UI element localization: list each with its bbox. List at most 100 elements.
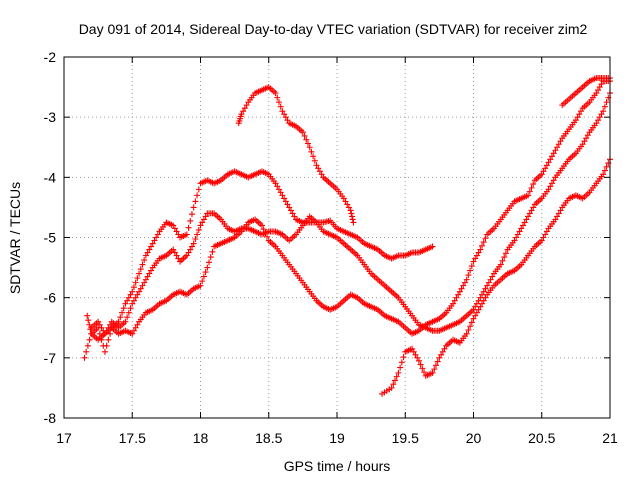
data-point xyxy=(170,222,177,229)
data-point xyxy=(202,269,209,276)
data-point xyxy=(596,84,603,91)
data-point xyxy=(199,278,206,285)
data-point xyxy=(195,186,202,193)
data-point xyxy=(188,211,195,218)
data-point xyxy=(550,150,557,157)
data-point xyxy=(129,330,136,337)
data-point xyxy=(136,288,143,295)
data-point xyxy=(468,263,475,270)
data-point xyxy=(526,210,533,217)
data-point xyxy=(528,207,535,214)
data-point xyxy=(260,226,267,233)
data-point xyxy=(419,365,426,372)
data-point xyxy=(439,348,446,355)
data-point xyxy=(463,330,470,337)
x-tick-label: 17 xyxy=(56,430,72,446)
series-track-e xyxy=(379,156,613,397)
data-point xyxy=(477,303,484,310)
data-point xyxy=(581,138,588,145)
data-point xyxy=(543,228,550,235)
data-point xyxy=(472,312,479,319)
data-point xyxy=(122,300,129,307)
data-point xyxy=(436,354,443,361)
data-point xyxy=(103,342,110,349)
data-point xyxy=(151,237,158,244)
data-point xyxy=(555,210,562,217)
data-point xyxy=(552,147,559,154)
data-point xyxy=(450,300,457,307)
data-point xyxy=(555,141,562,148)
data-point xyxy=(132,279,139,286)
data-point xyxy=(148,267,155,274)
data-point xyxy=(412,351,419,358)
data-point xyxy=(136,270,143,277)
data-point xyxy=(132,324,139,331)
data-point xyxy=(472,255,479,262)
data-point xyxy=(438,351,445,358)
data-point xyxy=(598,81,605,88)
data-point xyxy=(460,282,467,289)
data-point xyxy=(410,348,417,355)
data-point xyxy=(482,235,489,242)
data-point xyxy=(125,294,132,301)
x-tick-label: 20.5 xyxy=(528,430,555,446)
data-point xyxy=(552,216,559,223)
data-point xyxy=(240,108,247,115)
data-point xyxy=(603,163,610,170)
data-point xyxy=(139,261,146,268)
data-point xyxy=(272,180,279,187)
data-point xyxy=(81,354,88,361)
data-point xyxy=(465,272,472,279)
data-point xyxy=(595,87,602,94)
data-point xyxy=(395,369,402,376)
data-point xyxy=(441,345,448,352)
y-tick-label: -8 xyxy=(44,410,57,426)
data-point xyxy=(414,354,421,361)
data-point xyxy=(277,103,284,110)
data-point xyxy=(146,270,153,277)
data-point xyxy=(393,373,400,380)
data-point xyxy=(473,300,480,307)
data-point xyxy=(134,291,141,298)
data-point xyxy=(115,318,122,325)
data-point xyxy=(137,266,144,273)
data-point xyxy=(275,99,282,106)
data-point xyxy=(409,345,416,352)
data-point xyxy=(584,132,591,139)
data-point xyxy=(173,228,180,235)
data-point xyxy=(275,186,282,193)
data-point xyxy=(429,369,436,376)
data-point xyxy=(125,309,132,316)
data-point xyxy=(197,222,204,229)
data-point xyxy=(477,246,484,253)
data-point xyxy=(348,210,355,217)
y-tick-label: -6 xyxy=(44,290,57,306)
data-point xyxy=(313,162,320,169)
data-point xyxy=(200,273,207,280)
data-point xyxy=(204,264,211,271)
data-point xyxy=(465,327,472,334)
data-point xyxy=(475,306,482,313)
data-point xyxy=(144,273,151,280)
data-point xyxy=(554,144,561,151)
data-point xyxy=(467,323,474,330)
series-track-d xyxy=(235,84,357,226)
data-point xyxy=(284,117,291,124)
data-point xyxy=(577,108,584,115)
data-point xyxy=(400,354,407,361)
data-point xyxy=(101,348,108,355)
data-point xyxy=(484,282,491,289)
data-point xyxy=(282,198,289,205)
data-points xyxy=(81,75,613,397)
data-point xyxy=(185,224,192,231)
data-point xyxy=(516,228,523,235)
data-point xyxy=(482,285,489,292)
data-point xyxy=(148,243,155,250)
data-point xyxy=(291,213,298,220)
y-tick-label: -3 xyxy=(44,109,57,125)
data-point xyxy=(601,167,608,174)
data-point xyxy=(122,318,129,325)
data-point xyxy=(86,321,93,328)
y-tick-label: -7 xyxy=(44,350,57,366)
data-point xyxy=(475,249,482,256)
